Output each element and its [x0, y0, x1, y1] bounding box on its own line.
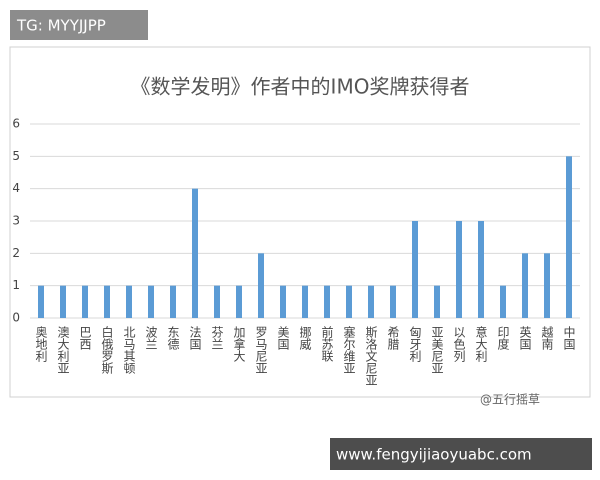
bar — [38, 285, 44, 318]
y-tick-label: 4 — [12, 181, 20, 195]
site-box — [330, 438, 592, 470]
x-tick-label: 印度 — [496, 326, 510, 350]
bar — [324, 285, 330, 318]
bar — [82, 285, 88, 318]
bar — [236, 285, 242, 318]
chart-frame — [9, 46, 591, 398]
bar — [500, 285, 506, 318]
x-tick-label: 意大利 — [474, 325, 488, 362]
x-tick-label: 匈牙利 — [408, 326, 422, 362]
bar — [192, 188, 198, 318]
x-tick-label: 美国 — [276, 326, 290, 350]
x-tick-label: 亚美尼亚 — [430, 326, 444, 374]
bar — [258, 253, 264, 318]
bar — [368, 285, 374, 318]
bar — [544, 253, 550, 318]
bar — [434, 285, 440, 318]
bar — [280, 285, 286, 318]
y-tick-label: 0 — [12, 311, 20, 325]
bar — [170, 285, 176, 318]
x-tick-label: 前苏联 — [320, 325, 334, 363]
bar — [412, 221, 418, 318]
tag-text: TG: MYYJJPP — [16, 17, 106, 35]
chart-title: 《数学发明》作者中的IMO奖牌获得者 — [131, 75, 470, 99]
bar — [478, 221, 484, 318]
x-tick-label: 斯洛文尼亚 — [364, 326, 378, 386]
bar — [214, 285, 220, 318]
tag-box — [10, 10, 148, 40]
bar — [126, 285, 132, 318]
x-tick-label: 芬兰 — [210, 326, 224, 350]
site-text: www.fengyijiaoyuabc.com — [336, 446, 532, 464]
y-tick-label: 6 — [12, 117, 20, 131]
x-tick-label: 加拿大 — [232, 326, 246, 362]
x-tick-label: 罗马尼亚 — [254, 326, 268, 374]
x-tick-label: 以色列 — [452, 326, 466, 362]
x-tick-label: 英国 — [518, 326, 532, 350]
x-tick-label: 希腊 — [386, 325, 400, 350]
bar — [456, 221, 462, 318]
x-tick-label: 奥地利 — [34, 326, 48, 362]
x-tick-label: 波兰 — [144, 326, 158, 350]
bar — [104, 285, 110, 318]
bar — [522, 253, 528, 318]
bar — [302, 285, 308, 318]
x-tick-label: 挪威 — [298, 326, 312, 351]
bar — [346, 285, 352, 318]
y-tick-label: 2 — [12, 246, 20, 260]
y-tick-label: 5 — [12, 149, 20, 163]
x-tick-label: 越南 — [540, 326, 554, 350]
x-tick-label: 巴西 — [78, 326, 92, 350]
y-tick-label: 3 — [12, 214, 20, 228]
bar — [566, 156, 572, 318]
y-tick-label: 1 — [12, 278, 20, 292]
bar — [60, 285, 66, 318]
bar — [148, 285, 154, 318]
watermark: @五行摇草 — [480, 393, 540, 407]
bar — [390, 285, 396, 318]
x-tick-label: 东德 — [166, 326, 180, 350]
x-tick-label: 中国 — [562, 325, 576, 350]
x-tick-label: 塞尔维亚 — [342, 325, 356, 374]
x-tick-label: 法国 — [188, 326, 202, 350]
x-tick-label: 白俄罗斯 — [100, 325, 114, 375]
x-tick-label: 北马其顿 — [122, 326, 136, 374]
x-tick-label: 澳大利亚 — [56, 326, 70, 374]
